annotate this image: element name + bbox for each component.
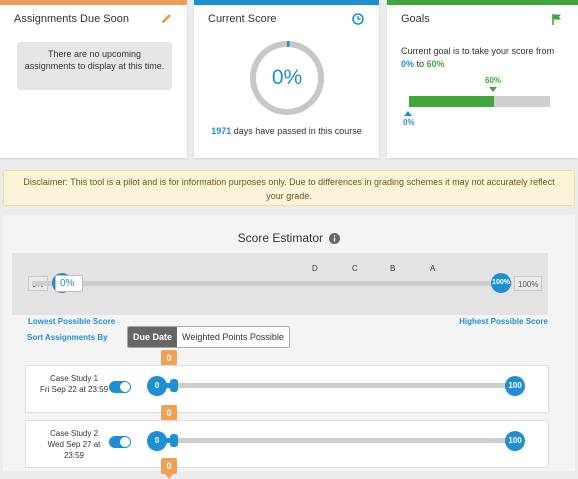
assignment-row: Case Study 1 Fri Sep 22 at 23:59 0 100 (25, 365, 549, 413)
grade-marker-a: A (430, 264, 436, 273)
pencil-icon[interactable] (159, 12, 173, 26)
flag-icon[interactable] (550, 12, 564, 26)
card-accent-bar (387, 0, 578, 5)
sort-due-date-button[interactable]: Due Date (128, 327, 178, 347)
assignment-due: Wed Sep 27 at 23:59 (47, 440, 101, 460)
score-value: 0% (271, 66, 303, 89)
goal-marker-arrow (489, 87, 497, 92)
score-estimator: Score Estimator D C B A 0% 0% 0% 100% 10… (3, 215, 575, 479)
value-tag: 0 (161, 350, 177, 371)
assignment-name: Case Study 2 Wed Sep 27 at 23:59 (38, 428, 110, 461)
disclaimer-banner: Disclaimer: This tool is a pilot and is … (3, 170, 575, 206)
assignment-score-fill (166, 383, 170, 388)
value-tag: 0 (161, 405, 177, 426)
assignment-toggle[interactable] (109, 381, 131, 393)
score-gauge (250, 41, 324, 115)
score-range-track[interactable] (32, 281, 512, 286)
lowest-score-label: Lowest Possible Score (28, 317, 116, 326)
assignment-name: Case Study 1 Fri Sep 22 at 23:59 (38, 373, 110, 395)
goal-progress-track (409, 96, 550, 107)
max-score-handle[interactable]: 100% (491, 273, 511, 293)
score-range-panel: D C B A 0% 0% 0% 100% 100% Lowest Possib… (12, 253, 548, 326)
estimator-title-text: Score Estimator (237, 231, 323, 245)
grade-marker-d: D (312, 264, 318, 273)
goal-to: 60% (426, 59, 445, 69)
current-score-card: Current Score 0% 1971 days have passed i… (194, 0, 379, 158)
assignment-min-dot: 0 (147, 431, 167, 451)
assignment-max-dot: 100 (505, 431, 525, 451)
sort-label: Sort Assignments By (27, 333, 108, 342)
assignment-row: Case Study 2 Wed Sep 27 at 23:59 0 100 (25, 420, 549, 468)
highest-score-label: Highest Possible Score (459, 317, 548, 326)
max-percent-label: 100% (514, 276, 543, 291)
assignment-toggle[interactable] (109, 436, 131, 448)
goal-marker-label: 60% (485, 76, 502, 85)
goal-description: Current goal is to take your score from … (401, 45, 571, 71)
grade-marker-b: B (390, 264, 396, 273)
goal-text-prefix: Current goal is to take your score from (401, 46, 555, 56)
goal-from: 0% (401, 59, 415, 69)
goals-card: Goals Current goal is to take your score… (387, 0, 578, 158)
value-tag: 0 (161, 458, 177, 479)
assignment-score-track[interactable] (166, 438, 516, 443)
assignment-score-fill (166, 438, 170, 443)
grade-marker-c: C (352, 264, 358, 273)
assignment-max-dot: 100 (505, 376, 525, 396)
empty-message: There are no upcoming assignments to dis… (17, 42, 172, 90)
current-marker-arrow (404, 111, 412, 116)
card-title: Goals (401, 13, 430, 25)
goal-connector: to (414, 59, 427, 69)
card-title: Current Score (208, 13, 277, 25)
days-count: 1971 (211, 126, 232, 136)
assignments-due-soon-card: Assignments Due Soon There are no upcomi… (0, 0, 187, 158)
assignment-title: Case Study 1 (49, 374, 99, 383)
assignment-min-dot: 0 (147, 376, 167, 396)
goal-progress-fill (409, 96, 494, 107)
card-accent-bar (194, 0, 379, 5)
estimator-title: Score Estimator (3, 231, 575, 245)
sort-weighted-points-button[interactable]: Weighted Points Possible (177, 327, 289, 347)
days-passed-text: 1971 days have passed in this course (194, 126, 379, 136)
current-marker-label: 0% (403, 118, 415, 127)
sort-toggle-group: Due Date Weighted Points Possible (127, 326, 290, 348)
days-label: days have passed in this course (231, 126, 362, 136)
card-accent-bar (0, 0, 187, 5)
clock-icon[interactable] (351, 12, 365, 26)
assignment-score-track[interactable] (166, 383, 516, 388)
assignment-due: Fri Sep 22 at 23:59 (39, 385, 109, 394)
info-icon[interactable] (329, 233, 341, 244)
card-title: Assignments Due Soon (14, 13, 129, 25)
min-score-input[interactable]: 0% (55, 275, 83, 292)
assignment-title: Case Study 2 (49, 429, 99, 438)
assignment-score-handle[interactable] (170, 434, 178, 447)
assignment-score-handle[interactable] (170, 379, 178, 392)
